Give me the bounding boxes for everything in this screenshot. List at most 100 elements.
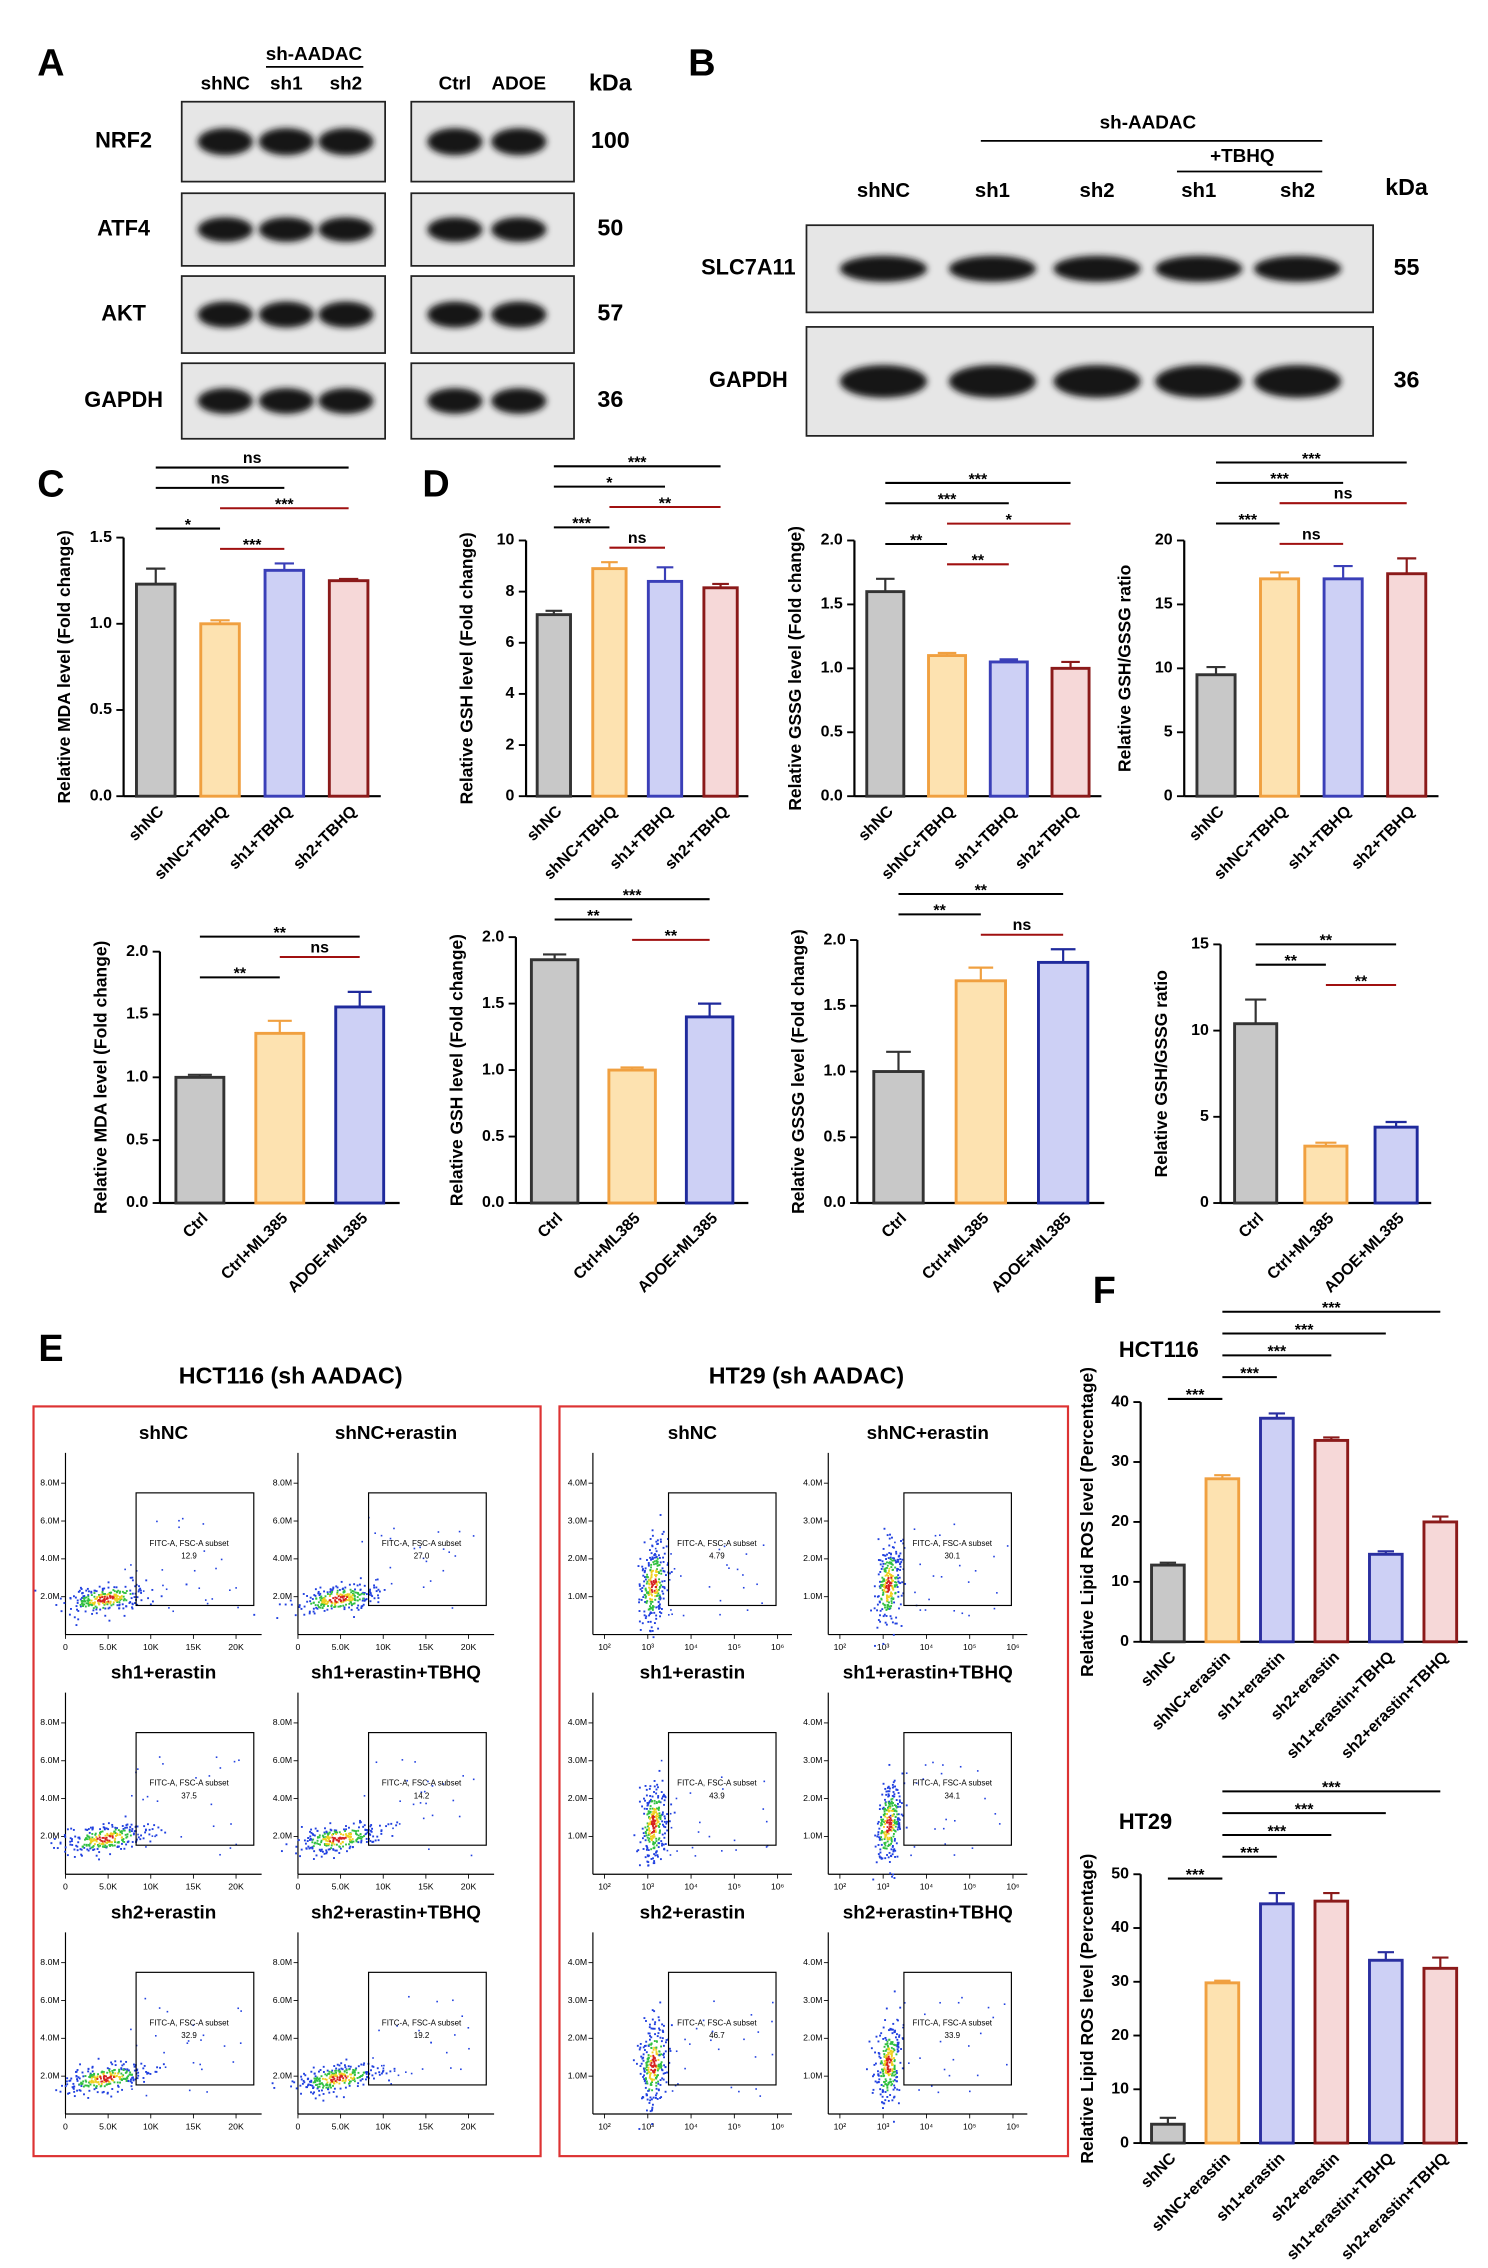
event-dot (913, 1846, 916, 1848)
event-dot (886, 2066, 889, 2069)
y-axis-label: Relative Lipid ROS level (Percentage) (1077, 1854, 1097, 2164)
event-dot (638, 1610, 641, 1612)
event-dot (325, 1831, 328, 1834)
y-axis-label: Relative MDA level (Fold change) (54, 530, 74, 803)
event-dot (107, 1828, 110, 1831)
event-dot (647, 1839, 650, 1842)
event-dot (658, 1816, 661, 1819)
x-tick-label: 10⁶ (771, 2121, 785, 2131)
event-dot (879, 2088, 882, 2091)
event-dot (699, 1821, 701, 1824)
event-dot (897, 1560, 900, 1563)
event-dot (330, 2071, 333, 2074)
event-dot (343, 1608, 346, 1611)
event-dot (120, 1848, 122, 1850)
event-dot (888, 2038, 891, 2041)
event-dot (98, 2083, 100, 2086)
event-dot (103, 1840, 106, 1843)
event-dot (881, 1576, 884, 1579)
y-tick-label: 1.0M (803, 2070, 822, 2080)
event-dot (122, 2074, 125, 2077)
event-dot (987, 2006, 990, 2009)
event-dot (892, 1559, 895, 1562)
event-dot (118, 2077, 121, 2080)
event-dot (76, 1845, 79, 1848)
event-dot (885, 1584, 888, 1587)
event-dot (646, 2109, 648, 2112)
event-dot (373, 1584, 376, 1587)
event-dot (336, 1593, 339, 1596)
event-dot (335, 1829, 338, 1832)
event-dot (653, 1791, 655, 1793)
event-dot (647, 1822, 650, 1825)
event-dot (126, 1835, 129, 1838)
event-dot (328, 2077, 331, 2080)
event-dot (109, 2071, 112, 2074)
event-dot (368, 1593, 371, 1596)
event-dot (666, 1829, 669, 1832)
event-dot (332, 1840, 335, 1843)
event-dot (761, 1602, 763, 1604)
event-dot (349, 1845, 352, 1848)
event-dot (154, 2035, 157, 2037)
event-dot (431, 1814, 434, 1817)
event-dot (129, 1576, 132, 1579)
event-dot (888, 1803, 891, 1806)
event-dot (655, 1614, 658, 1617)
event-dot (900, 1540, 902, 1542)
y-axis-label: Relative Lipid ROS level (Percentage) (1077, 1367, 1097, 1677)
event-dot (653, 1833, 656, 1836)
event-dot (653, 1591, 656, 1594)
event-dot (650, 1813, 653, 1816)
event-dot (123, 1591, 126, 1594)
event-dot (663, 1799, 666, 1802)
plot-title: shNC (139, 1423, 189, 1444)
event-dot (323, 1590, 326, 1593)
event-dot (890, 1802, 893, 1805)
event-dot (140, 1834, 143, 1837)
event-dot (164, 2066, 167, 2069)
event-dot (334, 1596, 337, 1599)
event-dot (341, 2075, 344, 2078)
event-dot (655, 1582, 658, 1585)
x-tick-label: 5.0K (99, 1642, 117, 1652)
event-dot (649, 1611, 652, 1614)
event-dot (655, 2040, 658, 2043)
event-dot (100, 1593, 103, 1596)
event-dot (656, 1584, 659, 1587)
event-dot (69, 1840, 72, 1843)
event-dot (664, 2072, 667, 2074)
event-dot (105, 2075, 108, 2078)
event-dot (914, 1591, 916, 1594)
event-dot (359, 1833, 362, 1835)
event-dot (892, 1873, 895, 1876)
event-dot (890, 1553, 892, 1556)
event-dot (235, 1843, 238, 1846)
x-tick-label: 5.0K (99, 1882, 117, 1892)
event-dot (72, 1828, 75, 1831)
event-dot (919, 2057, 921, 2059)
event-dot (156, 1520, 158, 1523)
event-dot (337, 1840, 340, 1843)
event-dot (662, 1546, 665, 1549)
event-dot (340, 2072, 343, 2075)
event-dot (328, 1848, 331, 1851)
event-dot (877, 2070, 879, 2073)
event-dot (342, 1591, 345, 1594)
bar (1303, 1144, 1349, 1205)
event-dot (131, 2076, 134, 2079)
y-tick-label: 1.5 (821, 596, 843, 613)
event-dot (663, 1586, 666, 1589)
event-dot (891, 2032, 894, 2035)
event-dot (122, 2077, 125, 2080)
event-dot (330, 1844, 333, 1847)
event-dot (143, 2064, 146, 2067)
event-dot (128, 1830, 131, 1833)
event-dot (886, 2096, 889, 2098)
event-dot (114, 1593, 117, 1596)
gate-label: FITC-A, FSC-A subset (913, 1539, 993, 1548)
event-dot (656, 1561, 659, 1564)
event-dot (311, 1838, 314, 1841)
x-tick-label: 20K (228, 1882, 244, 1892)
